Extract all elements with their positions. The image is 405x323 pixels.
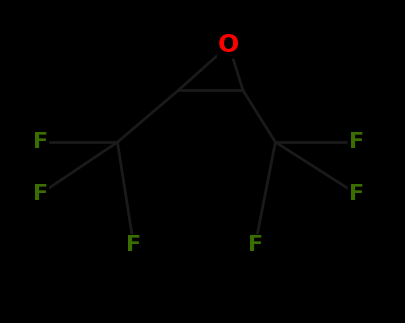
Text: F: F [126, 235, 141, 255]
Text: F: F [33, 184, 48, 204]
Text: F: F [247, 235, 263, 255]
Text: O: O [218, 33, 239, 57]
Text: F: F [33, 132, 48, 152]
Text: F: F [349, 132, 364, 152]
Text: F: F [349, 184, 364, 204]
